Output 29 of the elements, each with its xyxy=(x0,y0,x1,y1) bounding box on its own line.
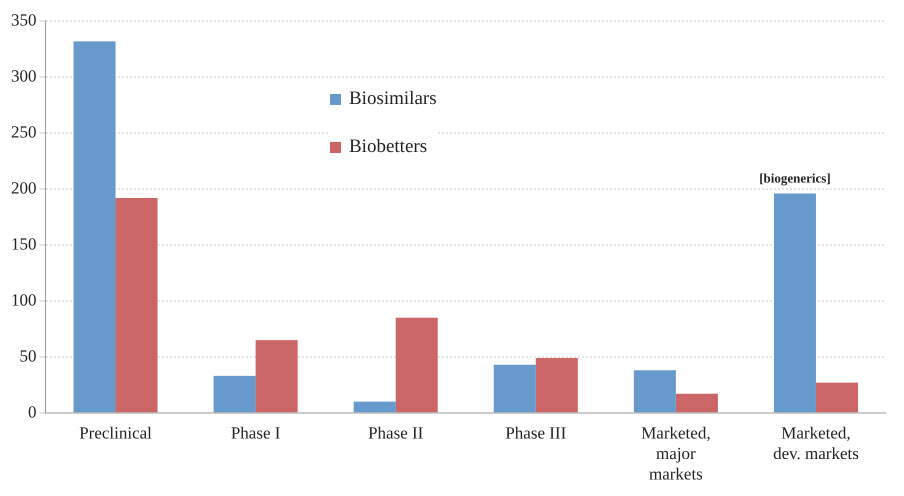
bar xyxy=(74,41,116,412)
y-tick-label: 0 xyxy=(28,402,36,422)
bar xyxy=(256,340,298,412)
bar xyxy=(816,382,858,412)
y-tick-label: 100 xyxy=(11,290,36,310)
bar xyxy=(634,370,676,412)
bar xyxy=(116,198,158,412)
legend-label: Biosimilars xyxy=(349,88,437,110)
x-tick-label: Phase II xyxy=(368,423,424,442)
bar xyxy=(214,376,256,412)
y-tick-label: 150 xyxy=(11,234,36,254)
x-tick-label: Phase I xyxy=(230,423,281,442)
y-tick-label: 350 xyxy=(11,10,36,30)
y-tick-label: 300 xyxy=(11,66,36,86)
bar xyxy=(354,402,396,412)
bar xyxy=(494,364,536,412)
bar xyxy=(396,318,438,412)
x-tick-label: Preclinical xyxy=(79,423,152,442)
x-tick-label: Marketed, major markets xyxy=(641,423,711,484)
legend-label: Biobetters xyxy=(349,136,428,158)
bar xyxy=(774,194,816,412)
bar xyxy=(536,358,578,412)
y-tick-label: 250 xyxy=(11,122,36,142)
bar xyxy=(676,394,718,412)
y-tick-label: 200 xyxy=(11,178,36,198)
y-tick-label: 50 xyxy=(20,346,36,366)
x-tick-label: Marketed, dev. markets xyxy=(773,423,859,463)
x-tick-label: Phase III xyxy=(505,423,567,442)
annotation: [biogenerics] xyxy=(759,170,831,186)
